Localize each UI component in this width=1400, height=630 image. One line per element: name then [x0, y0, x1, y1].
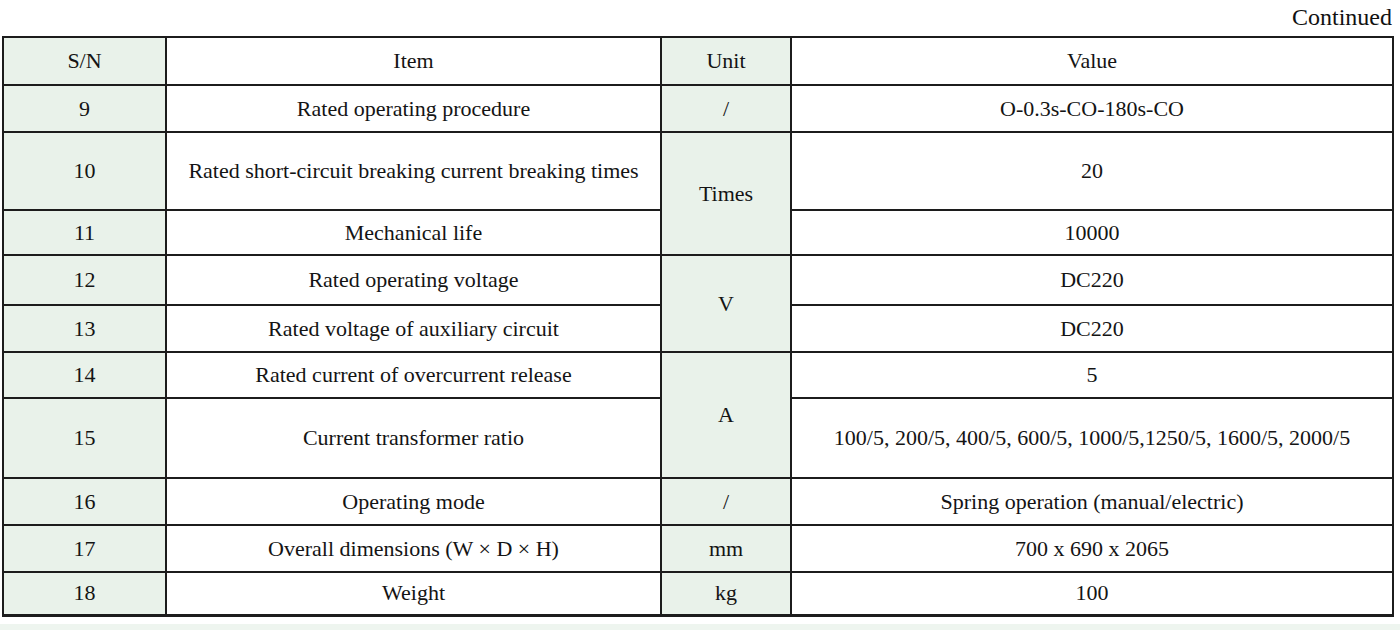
column-header-item: Item — [166, 37, 661, 85]
sn-cell: 9 — [3, 85, 166, 132]
item-cell: Overall dimensions (W × D × H) — [166, 525, 661, 572]
item-cell: Rated current of overcurrent release — [166, 352, 661, 398]
column-header-sn: S/N — [3, 37, 166, 85]
value-cell: 700 x 690 x 2065 — [791, 525, 1393, 572]
value-cell: O-0.3s-CO-180s-CO — [791, 85, 1393, 132]
sn-cell: 14 — [3, 352, 166, 398]
header-row: S/N Item Unit Value — [3, 37, 1393, 85]
table-row: 9 Rated operating procedure / O-0.3s-CO-… — [3, 85, 1393, 132]
value-cell: 100/5, 200/5, 400/5, 600/5, 1000/5,1250/… — [791, 398, 1393, 478]
table-row: 16 Operating mode / Spring operation (ma… — [3, 478, 1393, 525]
item-cell: Rated voltage of auxiliary circuit — [166, 305, 661, 352]
table-row: 17 Overall dimensions (W × D × H) mm 700… — [3, 525, 1393, 572]
value-cell: 10000 — [791, 210, 1393, 255]
value-cell: DC220 — [791, 255, 1393, 305]
table-row: 18 Weight kg 100 — [3, 572, 1393, 615]
unit-cell-merged: Times — [661, 132, 791, 255]
item-cell: Current transformer ratio — [166, 398, 661, 478]
value-cell: 20 — [791, 132, 1393, 210]
sn-cell: 18 — [3, 572, 166, 615]
table-row: 12 Rated operating voltage V DC220 — [3, 255, 1393, 305]
sn-cell: 12 — [3, 255, 166, 305]
unit-cell-merged: V — [661, 255, 791, 352]
unit-cell-merged: A — [661, 352, 791, 478]
sn-cell: 15 — [3, 398, 166, 478]
sn-cell: 17 — [3, 525, 166, 572]
table-row: 10 Rated short-circuit breaking current … — [3, 132, 1393, 210]
unit-cell: / — [661, 478, 791, 525]
item-cell: Mechanical life — [166, 210, 661, 255]
sn-cell: 16 — [3, 478, 166, 525]
value-cell: 5 — [791, 352, 1393, 398]
next-table-edge — [0, 624, 1400, 630]
unit-cell: / — [661, 85, 791, 132]
continued-label: Continued — [1292, 2, 1392, 32]
item-cell: Rated operating voltage — [166, 255, 661, 305]
item-cell: Rated short-circuit breaking current bre… — [166, 132, 661, 210]
column-header-value: Value — [791, 37, 1393, 85]
sn-cell: 13 — [3, 305, 166, 352]
specification-table: S/N Item Unit Value 9 Rated operating pr… — [2, 36, 1394, 617]
unit-cell: mm — [661, 525, 791, 572]
sn-cell: 11 — [3, 210, 166, 255]
document-page: Continued S/N Item Unit Value 9 Rated op… — [0, 0, 1400, 630]
column-header-unit: Unit — [661, 37, 791, 85]
value-cell: 100 — [791, 572, 1393, 615]
item-cell: Weight — [166, 572, 661, 615]
item-cell: Operating mode — [166, 478, 661, 525]
value-cell: Spring operation (manual/electric) — [791, 478, 1393, 525]
unit-cell: kg — [661, 572, 791, 615]
table-row: 14 Rated current of overcurrent release … — [3, 352, 1393, 398]
item-cell: Rated operating procedure — [166, 85, 661, 132]
value-cell: DC220 — [791, 305, 1393, 352]
sn-cell: 10 — [3, 132, 166, 210]
